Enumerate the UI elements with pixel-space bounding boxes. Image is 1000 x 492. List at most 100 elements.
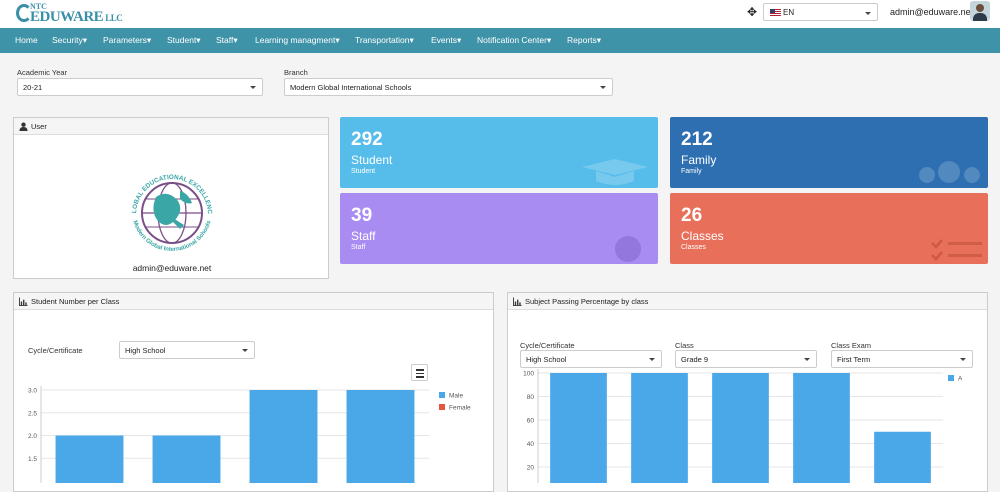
y-tick-label: 40 xyxy=(527,441,535,448)
legend-swatch-a xyxy=(948,375,954,381)
passing-cycle-label: Cycle/Certificate xyxy=(520,341,575,350)
logo-arc-icon xyxy=(16,4,32,22)
bar-chart-icon xyxy=(513,297,522,306)
bar-male-3 xyxy=(249,390,318,483)
nav-home[interactable]: Home xyxy=(15,35,38,45)
y-tick-label: 1.5 xyxy=(28,456,37,463)
us-flag-icon xyxy=(770,9,781,16)
menu-line xyxy=(416,372,424,374)
y-tick-label: 60 xyxy=(527,418,535,425)
passing-percentage-chart: 100 80 60 40 20 A xyxy=(523,369,963,483)
chevron-down-icon xyxy=(960,358,966,361)
academic-year-value: 20-21 xyxy=(23,83,43,92)
nav-learning-management[interactable]: Learning managment▾ xyxy=(255,35,340,45)
tile-families-label: Family xyxy=(681,153,717,167)
student-cycle-select[interactable]: High School xyxy=(119,341,255,359)
bar-a-5 xyxy=(874,431,931,483)
student-cycle-value: High School xyxy=(125,346,166,355)
y-tick-label: 100 xyxy=(523,371,534,378)
passing-chart-panel: Subject Passing Percentage by class Cycl… xyxy=(507,292,988,492)
y-tick-label: 2.5 xyxy=(28,410,37,417)
logo-brand-main: EDUWARE LLC xyxy=(30,9,123,25)
y-tick-label: 2.0 xyxy=(28,433,37,440)
student-number-chart: 3.0 2.5 2.0 1.5 Male Female xyxy=(28,386,471,483)
avatar[interactable] xyxy=(970,1,990,21)
chevron-down-icon xyxy=(865,12,871,15)
branch-value: Modern Global International Schools xyxy=(290,83,412,92)
tile-classes-sub: Classes xyxy=(681,244,706,251)
eduware-logo[interactable]: NTC EDUWARE LLC xyxy=(14,2,123,26)
legend-swatch-male xyxy=(439,392,445,398)
bar-male-1 xyxy=(55,435,124,483)
chart-menu-button[interactable] xyxy=(411,364,428,381)
tile-families-sub: Family xyxy=(681,168,702,175)
bar-a-2 xyxy=(631,373,688,483)
legend-swatch-female xyxy=(439,404,445,410)
chevron-down-icon xyxy=(649,358,655,361)
top-bar: NTC EDUWARE LLC ✥ EN admin@eduware.net xyxy=(0,0,1000,28)
tile-classes-value: 26 xyxy=(681,205,703,226)
bar-male-4 xyxy=(346,390,415,483)
chevron-down-icon xyxy=(250,86,256,89)
staff-person-icon xyxy=(615,236,641,262)
passing-exam-value: First Term xyxy=(837,355,871,364)
checklist-icon xyxy=(931,239,982,261)
tile-students-sub: Student xyxy=(351,168,376,175)
main-nav: Home Security▾ Parameters▾ Student▾ Staf… xyxy=(0,28,1000,53)
tile-staff-value: 39 xyxy=(351,205,373,226)
bar-a-3 xyxy=(712,373,769,483)
student-cycle-label: Cycle/Certificate xyxy=(28,346,83,355)
tile-staff[interactable]: 39 Staff Staff xyxy=(340,193,658,264)
family-group-icon xyxy=(919,161,980,183)
y-tick-label: 80 xyxy=(527,394,535,401)
user-icon xyxy=(19,122,28,131)
legend-label-a: A xyxy=(958,376,963,383)
student-chart-title: Student Number per Class xyxy=(31,297,120,306)
passing-chart-title: Subject Passing Percentage by class xyxy=(525,297,649,306)
user-panel-title: User xyxy=(31,122,47,131)
user-panel-email: admin@eduware.net xyxy=(132,263,212,273)
nav-reports[interactable]: Reports▾ xyxy=(567,35,602,45)
nav-parameters[interactable]: Parameters▾ xyxy=(103,35,152,45)
menu-line xyxy=(416,369,424,371)
passing-exam-label: Class Exam xyxy=(831,341,872,350)
tile-staff-sub: Staff xyxy=(351,244,366,251)
graduation-cap-icon xyxy=(582,159,648,185)
chevron-down-icon xyxy=(804,358,810,361)
user-panel-header: User xyxy=(14,118,328,135)
nav-transportation[interactable]: Transportation▾ xyxy=(355,35,414,45)
nav-notification-center[interactable]: Notification Center▾ xyxy=(477,35,552,45)
language-value: EN xyxy=(783,8,795,17)
legend-label-female: Female xyxy=(449,405,471,412)
logo-brand-top: NTC xyxy=(30,2,47,11)
tile-students-label: Student xyxy=(351,153,393,167)
user-email[interactable]: admin@eduware.net xyxy=(890,7,974,17)
tile-classes-label: Classes xyxy=(681,229,724,243)
passing-class-select[interactable]: Grade 9 xyxy=(675,350,817,368)
menu-line xyxy=(416,376,424,378)
bar-chart-icon xyxy=(19,297,28,306)
tile-students[interactable]: 292 Student Student xyxy=(340,117,658,188)
branch-label: Branch xyxy=(284,68,308,77)
language-select[interactable]: EN xyxy=(763,3,878,21)
legend-label-male: Male xyxy=(449,393,463,400)
nav-events[interactable]: Events▾ xyxy=(431,35,462,45)
nav-student[interactable]: Student▾ xyxy=(167,35,201,45)
nav-security[interactable]: Security▾ xyxy=(52,35,87,45)
y-tick-label: 3.0 xyxy=(28,388,37,395)
passing-chart-header: Subject Passing Percentage by class xyxy=(508,293,987,310)
passing-cycle-value: High School xyxy=(526,355,567,364)
bar-a-4 xyxy=(793,373,850,483)
academic-year-select[interactable]: 20-21 xyxy=(17,78,263,96)
passing-exam-select[interactable]: First Term xyxy=(831,350,973,368)
student-chart-panel: Student Number per Class Cycle/Certifica… xyxy=(13,292,494,492)
passing-cycle-select[interactable]: High School xyxy=(520,350,662,368)
tile-classes[interactable]: 26 Classes Classes xyxy=(670,193,988,264)
tile-students-value: 292 xyxy=(351,129,383,150)
nav-staff[interactable]: Staff▾ xyxy=(216,35,238,45)
branch-select[interactable]: Modern Global International Schools xyxy=(284,78,613,96)
tile-families[interactable]: 212 Family Family xyxy=(670,117,988,188)
chevron-down-icon xyxy=(242,349,248,352)
move-arrows-icon[interactable]: ✥ xyxy=(746,5,758,19)
passing-class-value: Grade 9 xyxy=(681,355,709,364)
